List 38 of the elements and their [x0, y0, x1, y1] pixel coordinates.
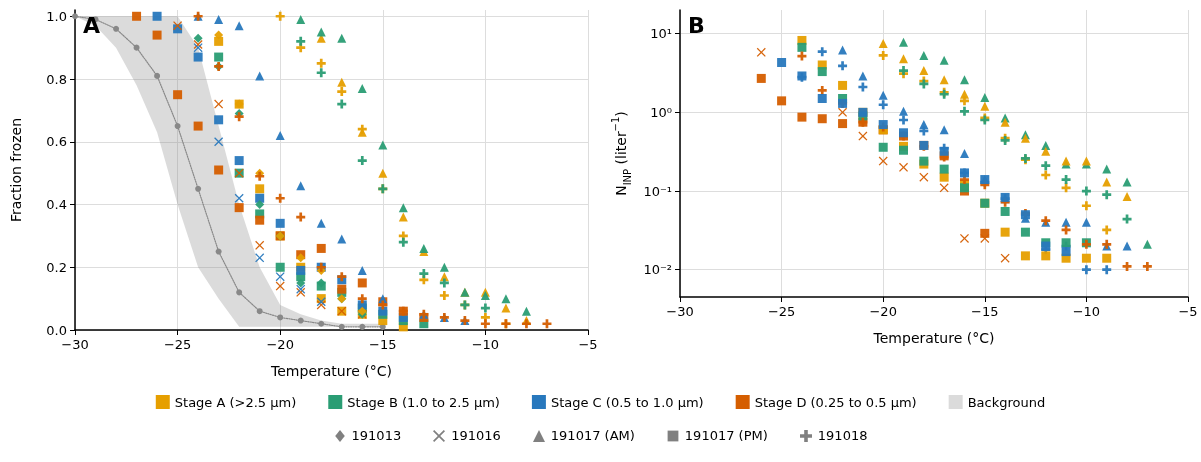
- x-tick-label: −20: [869, 304, 897, 319]
- legend-label: Stage C (0.5 to 1.0 µm): [550, 394, 704, 410]
- x-tick-label: −30: [61, 337, 89, 352]
- y-tick-label: 1.0: [46, 8, 67, 24]
- y-tick-label: 0.6: [46, 134, 67, 150]
- x-tick-label: −30: [666, 304, 694, 319]
- x-tick-label: −15: [369, 337, 397, 352]
- x-tick-label: −5: [1178, 304, 1198, 319]
- x-axis-title: Temperature (°C): [872, 330, 995, 346]
- x-tick-label: −25: [767, 304, 796, 319]
- y-tick-label: 0.2: [46, 259, 67, 275]
- y-tick-label: 10⁻¹: [643, 183, 672, 199]
- chart-title: A: [83, 12, 101, 38]
- y-axis-title: NINP (liter−1): [609, 111, 633, 196]
- legend-label: Background: [967, 394, 1046, 410]
- text: 191016: [451, 428, 501, 443]
- y-axis-title: Fraction frozen: [8, 117, 24, 223]
- text: 191013: [351, 428, 402, 443]
- x-axis-title: Temperature (°C): [270, 363, 392, 379]
- chart-title: B: [688, 12, 705, 38]
- y-tick-label: 0.0: [46, 322, 67, 338]
- x-tick-label: −10: [471, 337, 500, 352]
- legend-label: Stage B (1.0 to 2.5 µm): [347, 394, 500, 410]
- y-tick-label: 0.4: [46, 197, 67, 213]
- x-tick-label: −15: [971, 304, 999, 319]
- y-tick-label: 10⁻²: [643, 262, 672, 278]
- x-tick-label: −5: [578, 337, 598, 352]
- text: 191017 (PM): [684, 428, 768, 443]
- text: 191017 (AM): [550, 428, 635, 443]
- y-tick-label: 10¹: [650, 26, 672, 42]
- y-tick-label: 0.8: [46, 71, 67, 87]
- x-tick-label: −20: [266, 337, 294, 352]
- x-tick-label: −25: [163, 337, 192, 352]
- legend-label: Stage A (>2.5 µm): [174, 394, 297, 410]
- text: 191018: [817, 428, 868, 443]
- legend-label: Stage D (0.25 to 0.5 µm): [754, 394, 917, 410]
- x-tick-label: −10: [1072, 304, 1101, 319]
- y-tick-label: 10⁰: [650, 104, 672, 120]
